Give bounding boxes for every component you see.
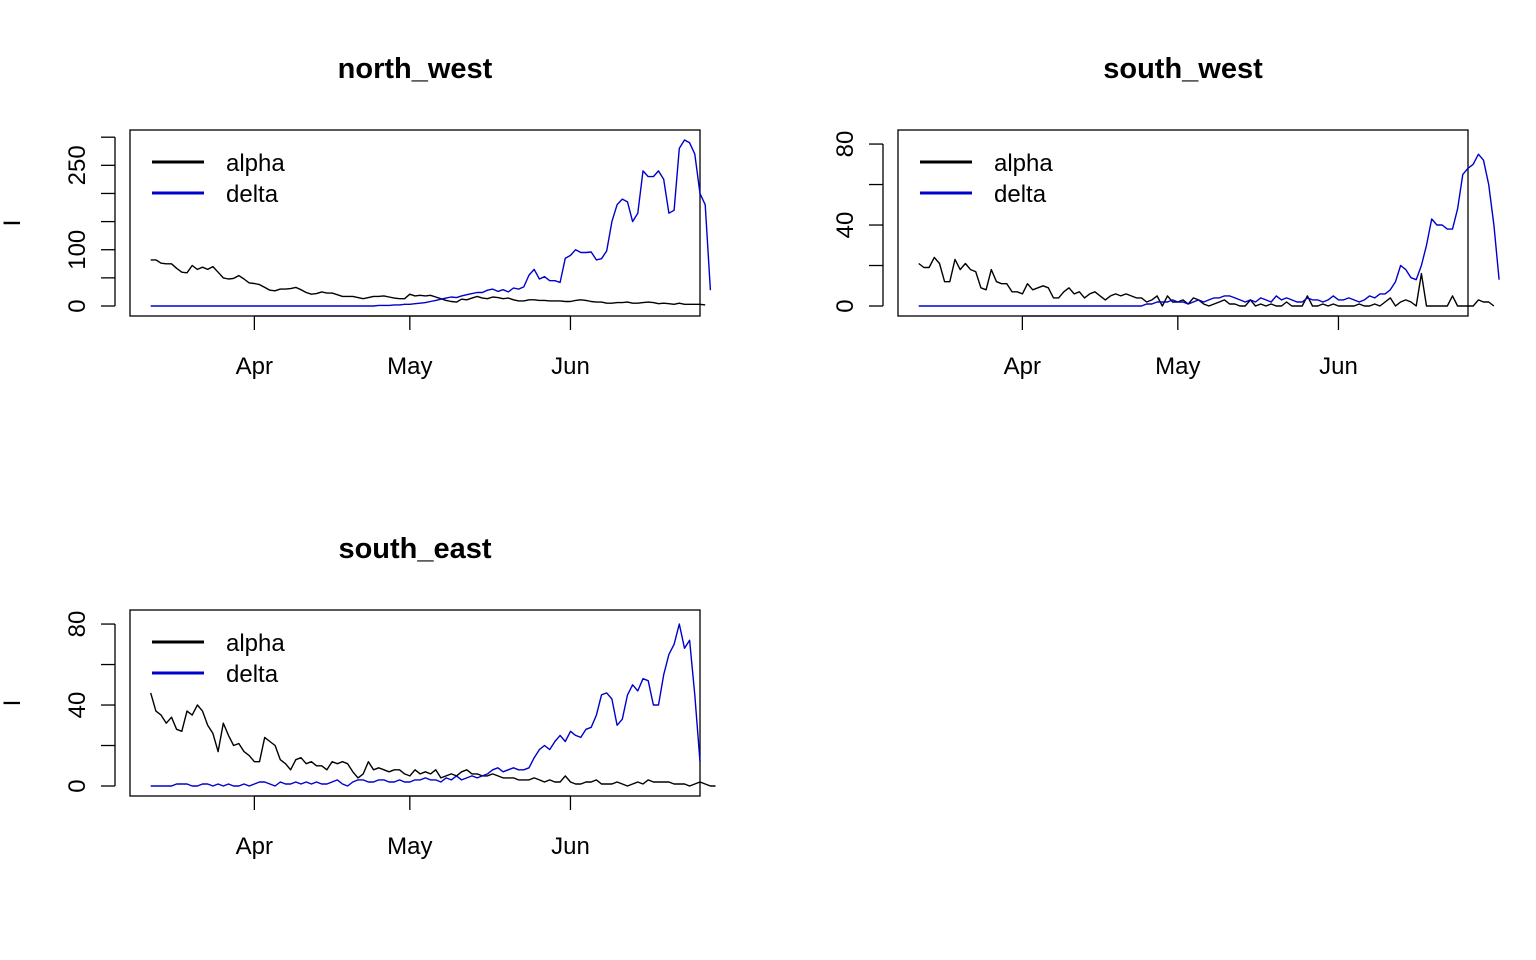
x-tick-label: May (1155, 353, 1200, 380)
x-tick-label: Apr (1004, 353, 1041, 380)
legend: alpha delta (152, 630, 285, 688)
y-tick-label: 40 (832, 212, 859, 239)
y-axis-label: I (0, 220, 26, 227)
series-line-delta (150, 139, 712, 307)
series-line-delta (150, 623, 701, 787)
chart-title: south_west (1103, 53, 1263, 85)
y-tick-label: 0 (64, 779, 91, 792)
legend-label-delta: delta (226, 181, 279, 208)
x-tick-label: Jun (1319, 353, 1358, 380)
x-tick-label: Jun (551, 353, 590, 380)
y-tick-label: 250 (64, 145, 91, 185)
legend-label-alpha: alpha (226, 630, 285, 657)
y-tick-label: 80 (64, 611, 91, 638)
legend: alpha delta (152, 150, 285, 208)
chart-title: north_west (338, 53, 493, 85)
x-tick-label: Apr (236, 833, 273, 860)
legend: alpha delta (920, 150, 1053, 208)
chart-panel-south-east: south_east 0 40 80 I Apr May Jun alpha delta (0, 533, 716, 860)
y-axis-label: I (0, 220, 26, 227)
legend-label-alpha: alpha (226, 150, 285, 177)
y-tick-label: 80 (832, 131, 859, 158)
y-tick-label: 0 (64, 299, 91, 312)
plot-frame (129, 609, 701, 797)
legend-label-alpha: alpha (994, 150, 1053, 177)
chart-panel-north-west: north_west 0 100 250 I Apr May Jun alpha delta (0, 53, 712, 380)
series-line-delta (918, 153, 1500, 307)
y-tick-label: 0 (832, 299, 859, 312)
legend-label-delta: delta (226, 661, 279, 688)
legend-label-delta: delta (994, 181, 1047, 208)
y-axis-label: I (0, 700, 26, 707)
plot-frame (129, 129, 701, 317)
series-line-alpha (150, 692, 716, 787)
x-tick-label: May (387, 833, 432, 860)
y-tick-label: 100 (64, 230, 91, 270)
x-tick-label: May (387, 353, 432, 380)
x-tick-label: Apr (236, 353, 273, 380)
series-line-alpha (918, 256, 1495, 307)
x-tick-label: Jun (551, 833, 590, 860)
chart-panel-south-west: south_west 0 40 80 I Apr May Jun alpha delta (0, 53, 1500, 380)
y-tick-label: 40 (64, 692, 91, 719)
chart-title: south_east (338, 533, 491, 565)
series-line-alpha (150, 259, 706, 306)
